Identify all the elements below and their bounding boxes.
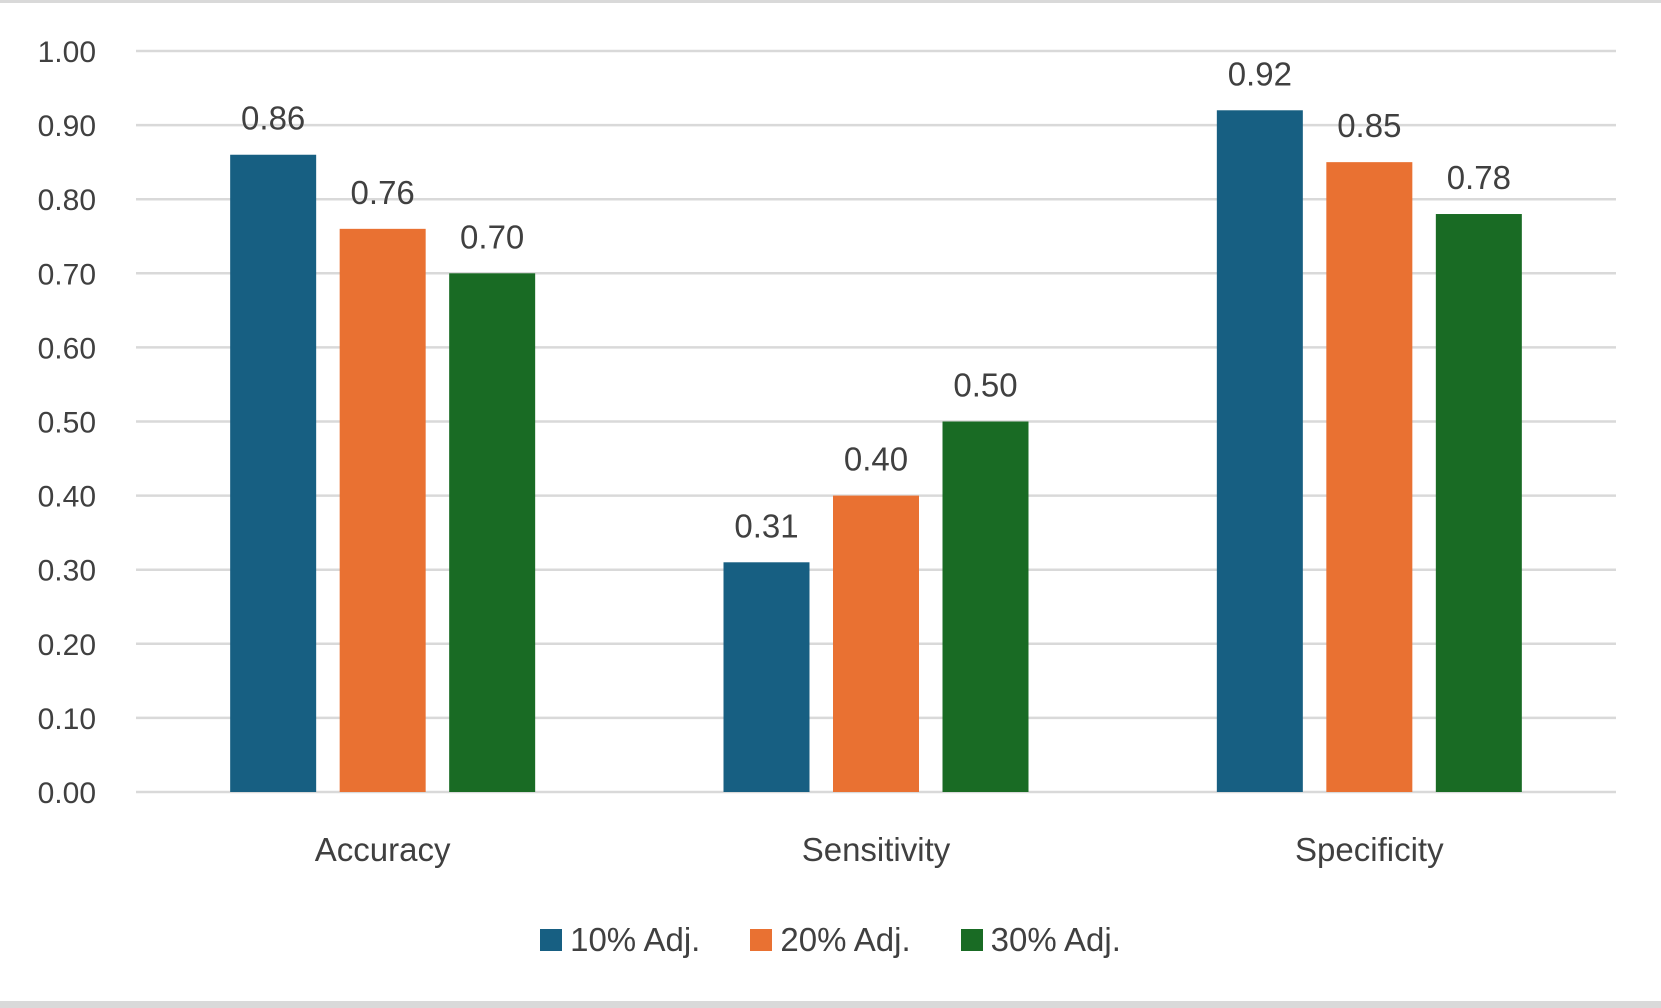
bar-specificity-20[interactable]: [1326, 162, 1413, 792]
data-labels: 0.86 0.76 0.70 0.31 0.40 0.50 0.92 0.85 0.78: [241, 55, 1511, 544]
data-label: 0.40: [844, 441, 908, 478]
y-tick-label: 0.20: [38, 629, 96, 662]
data-label: 0.78: [1447, 159, 1511, 196]
bar-sensitivity-20[interactable]: [833, 495, 919, 792]
y-tick-label: 0.60: [38, 332, 96, 365]
bar-accuracy-20[interactable]: [339, 228, 426, 793]
y-tick-label: 0.40: [38, 481, 96, 514]
legend-item-10[interactable]: 10% Adj.: [540, 921, 700, 959]
data-label: 0.85: [1337, 107, 1401, 144]
bar-sensitivity-10[interactable]: [723, 562, 810, 792]
data-label: 0.92: [1228, 55, 1292, 92]
bar-accuracy-10[interactable]: [230, 154, 317, 793]
y-tick-label: 0.90: [38, 110, 96, 143]
legend-item-30[interactable]: 30% Adj.: [960, 921, 1121, 959]
y-tick-label: 0.30: [38, 555, 96, 588]
bar-specificity-10[interactable]: [1216, 110, 1303, 792]
y-tick-label: 1.00: [38, 36, 96, 69]
data-label: 0.70: [460, 218, 524, 255]
y-tick-label: 0.50: [38, 407, 96, 440]
legend-item-20[interactable]: 20% Adj.: [750, 921, 911, 959]
data-label: 0.50: [953, 367, 1017, 404]
y-tick-label: 0.10: [38, 703, 96, 736]
data-label: 0.31: [734, 507, 798, 544]
data-label: 0.76: [351, 174, 415, 211]
bars: [230, 110, 1522, 793]
y-tick-label: 0.80: [38, 184, 96, 217]
legend: 10% Adj. 20% Adj. 30% Adj.: [0, 915, 1661, 965]
legend-swatch-10: [540, 929, 563, 951]
category-label: Specificity: [1295, 831, 1444, 868]
legend-label-20: 20% Adj.: [780, 921, 911, 958]
legend-label-10: 10% Adj.: [570, 921, 701, 958]
legend-label-30: 30% Adj.: [990, 921, 1121, 958]
bar-accuracy-30[interactable]: [449, 273, 536, 792]
y-axis-tick-labels: 0.00 0.10 0.20 0.30 0.40 0.50 0.60 0.70 0.80 0.90…: [38, 36, 96, 810]
bar-specificity-30[interactable]: [1435, 214, 1522, 792]
y-tick-label: 0.70: [38, 258, 96, 291]
legend-swatch-30: [960, 929, 983, 951]
y-tick-label: 0.00: [38, 777, 96, 810]
data-label: 0.86: [241, 100, 305, 137]
legend-swatch-20: [750, 929, 773, 951]
bar-sensitivity-30[interactable]: [942, 421, 1029, 793]
category-label: Accuracy: [315, 831, 451, 868]
category-label: Sensitivity: [802, 831, 951, 868]
bar-chart: 0.00 0.10 0.20 0.30 0.40 0.50 0.60 0.70 0.80 0.90…: [38, 36, 1616, 868]
category-labels: Accuracy Sensitivity Specificity: [315, 831, 1444, 868]
